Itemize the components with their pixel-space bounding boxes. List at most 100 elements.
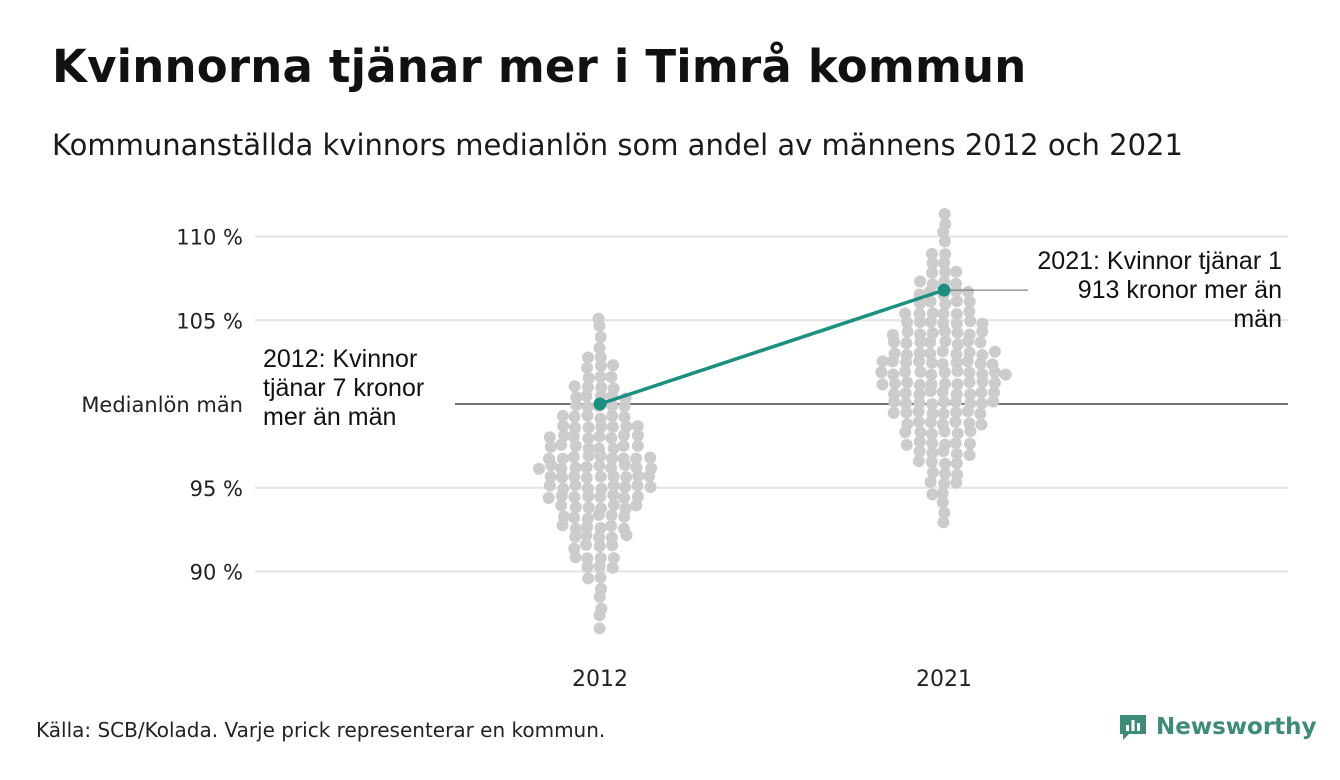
annotation-2012: 2012: Kvinnor tjänar 7 kronor mer än män — [263, 345, 425, 431]
swarm-dot — [900, 337, 913, 350]
swarm-dot — [900, 438, 913, 451]
swarm-dot — [630, 452, 643, 465]
swarm-dot — [582, 351, 595, 364]
swarm-dot — [936, 496, 949, 509]
swarm-dot — [951, 365, 964, 378]
swarm-dot — [643, 470, 656, 483]
swarm-dot — [937, 407, 950, 420]
swarm-dot — [593, 590, 606, 603]
swarm-dot — [607, 479, 620, 492]
swarm-dot — [961, 405, 974, 418]
swarm-dot — [926, 327, 939, 340]
swarm-dot — [888, 395, 901, 408]
swarm-dot — [593, 319, 606, 332]
swarm-dot — [568, 511, 581, 524]
swarm-dot — [988, 345, 1001, 358]
swarm-dot — [644, 451, 657, 464]
swarm-dot — [620, 471, 633, 484]
swarm-dot — [913, 378, 926, 391]
swarm-dot — [950, 285, 963, 298]
swarm-dot — [914, 426, 927, 439]
highlight-line — [599, 288, 945, 406]
x-tick-label: 2021 — [916, 667, 972, 692]
swarm-dot — [887, 406, 900, 419]
swarm-dot — [901, 316, 914, 329]
swarm-dot — [887, 368, 900, 381]
brand-logo[interactable]: Newsworthy — [1118, 712, 1317, 742]
swarm-dot — [938, 366, 951, 379]
swarm-dot — [926, 437, 939, 450]
swarm-dot — [951, 338, 964, 351]
swarm-dot — [581, 381, 594, 394]
swarm-dot — [949, 415, 962, 428]
swarm-dot — [950, 265, 963, 278]
swarm-dot — [594, 370, 607, 383]
swarm-dot — [900, 356, 913, 369]
swarm-dot — [606, 410, 619, 423]
swarm-dot — [925, 455, 938, 468]
highlight-point-2012 — [593, 397, 607, 411]
swarm-dot — [938, 425, 951, 438]
swarm-dot — [569, 421, 582, 434]
swarm-dot — [876, 378, 889, 391]
swarm-dot — [570, 399, 583, 412]
swarm-dot — [913, 316, 926, 329]
swarm-dot — [557, 429, 570, 442]
swarm-dot — [595, 420, 608, 433]
swarm-dot — [582, 449, 595, 462]
swarm-dot — [926, 257, 939, 270]
swarm-dot — [567, 430, 580, 443]
swarm-dot — [630, 499, 643, 512]
swarm-dot — [950, 308, 963, 321]
swarm-dot — [926, 266, 939, 279]
swarm-dot — [875, 366, 888, 379]
swarm-dot — [618, 481, 631, 494]
swarm-dot — [568, 470, 581, 483]
swarm-dot — [912, 355, 925, 368]
swarm-dot — [939, 266, 952, 279]
swarm-dot — [988, 366, 1001, 379]
swarm-dot — [593, 341, 606, 354]
swarm-dot — [606, 420, 619, 433]
swarm-dot — [617, 429, 630, 442]
swarm-dot — [555, 462, 568, 475]
swarm-dot — [569, 440, 582, 453]
swarm-dot — [544, 440, 557, 453]
swarm-dot — [913, 445, 926, 458]
swarm-dot — [592, 508, 605, 521]
swarm-dot — [567, 450, 580, 463]
swarm-dot — [887, 335, 900, 348]
swarm-dot — [950, 406, 963, 419]
swarm-dot — [899, 307, 912, 320]
swarm-dot — [912, 455, 925, 468]
swarm-dot — [901, 376, 914, 389]
swarm-dot — [568, 491, 581, 504]
swarm-dot — [938, 506, 951, 519]
swarm-dot — [974, 336, 987, 349]
swarm-dot — [926, 447, 939, 460]
swarm-dot — [964, 425, 977, 438]
swarm-dot — [593, 622, 606, 635]
swarm-dot — [974, 407, 987, 420]
swarm-dot — [937, 396, 950, 409]
swarm-dot — [593, 540, 606, 553]
swarm-dot — [950, 295, 963, 308]
y-tick-label: 110 % — [176, 226, 243, 250]
swarm-dot — [964, 315, 977, 328]
brand-name: Newsworthy — [1156, 714, 1317, 740]
swarm-dot — [605, 432, 618, 445]
swarm-dot — [912, 415, 925, 428]
swarm-dot — [631, 479, 644, 492]
y-tick-label: 90 % — [190, 561, 243, 585]
swarm-dot — [924, 295, 937, 308]
swarm-dot — [938, 477, 951, 490]
swarm-dot — [988, 376, 1001, 389]
swarm-dot — [999, 368, 1012, 381]
swarm-dot — [913, 435, 926, 448]
swarm-dot — [949, 437, 962, 450]
swarm-dot — [607, 442, 620, 455]
swarm-dot — [556, 409, 569, 422]
swarm-dot — [580, 471, 593, 484]
swarm-dot — [618, 400, 631, 413]
swarm-dot — [569, 479, 582, 492]
